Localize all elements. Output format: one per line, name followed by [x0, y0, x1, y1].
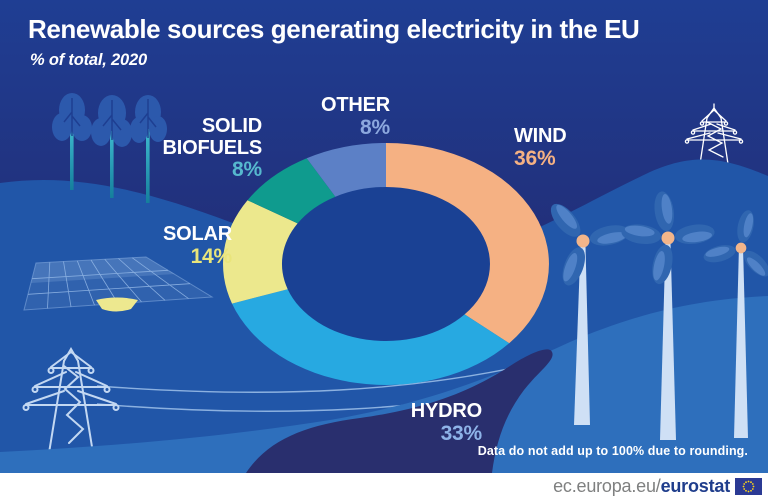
label-other-value: 8% [360, 115, 390, 139]
donut-ring [223, 143, 549, 385]
page-subtitle: % of total, 2020 [30, 51, 147, 69]
label-wind-name: WIND [514, 125, 567, 147]
label-solid-biofuels-value: 8% [232, 158, 262, 182]
donut-segment-hydro [232, 289, 510, 385]
page-title: Renewable sources generating electricity… [28, 14, 640, 44]
label-hydro-name: HYDRO [410, 400, 482, 422]
infographic-scene [0, 0, 768, 473]
boat-icon [96, 297, 138, 312]
footer-url-bold: eurostat [660, 476, 731, 496]
wind-turbines-icon [550, 191, 768, 440]
label-wind: WIND 36% [514, 125, 567, 170]
power-pylon-large-icon [22, 347, 120, 454]
donut-segment-solid-biofuels [247, 158, 336, 224]
footer-url: ec.europa.eu/eurostat [553, 476, 730, 497]
donut-hole [280, 185, 492, 343]
power-pylon-small-icon [684, 103, 744, 165]
label-other: OTHER 8% [290, 94, 390, 139]
donut-chart [223, 143, 549, 385]
donut-segment-solar [223, 200, 298, 304]
foreground-wave [0, 296, 768, 473]
donut-segment-other [306, 143, 386, 197]
label-solid-biofuels-name: SOLID BIOFUELS [162, 115, 262, 159]
eu-flag-icon [735, 478, 762, 495]
label-hydro-value: 33% [440, 421, 483, 445]
river-swoosh [246, 349, 553, 473]
label-solar: SOLAR 14% [132, 223, 233, 268]
label-other-name: OTHER [320, 94, 390, 116]
label-hydro: HYDRO 33% [382, 400, 483, 445]
label-solar-value: 14% [190, 244, 233, 268]
footer-url-plain: ec.europa.eu/ [553, 476, 661, 496]
label-solar-name: SOLAR [162, 223, 232, 245]
label-wind-value: 36% [514, 146, 556, 170]
label-solid-biofuels: SOLID BIOFUELS 8% [162, 115, 262, 182]
wind-turbine-icon [550, 203, 630, 425]
footnote: Data do not add up to 100% due to roundi… [477, 444, 748, 458]
eu-flag-stars [742, 480, 755, 493]
solar-panel-icon [23, 256, 214, 311]
wind-turbine-icon [703, 210, 768, 438]
footer: ec.europa.eu/eurostat [0, 473, 768, 500]
wind-turbine-icon [621, 191, 715, 440]
trees-icon [52, 93, 167, 203]
donut-segment-wind [386, 143, 549, 344]
